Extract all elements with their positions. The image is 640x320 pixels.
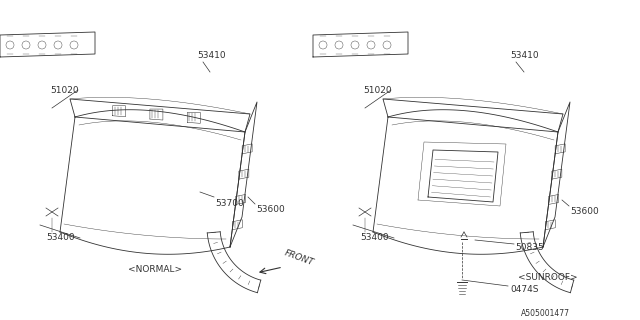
Text: 53400: 53400 [46, 234, 75, 243]
Text: 53600: 53600 [570, 207, 599, 217]
Text: 53400: 53400 [360, 234, 388, 243]
Text: 53410: 53410 [510, 51, 539, 60]
Text: A505001477: A505001477 [521, 308, 570, 317]
Text: 53410: 53410 [197, 51, 226, 60]
Text: 51020: 51020 [363, 85, 392, 94]
Text: <SUNROOF>: <SUNROOF> [518, 274, 578, 283]
Text: 53600: 53600 [256, 205, 285, 214]
Text: 51020: 51020 [50, 85, 79, 94]
Text: FRONT: FRONT [283, 248, 315, 267]
Text: 0474S: 0474S [510, 284, 538, 293]
Text: <NORMAL>: <NORMAL> [128, 266, 182, 275]
Text: 53700: 53700 [215, 198, 244, 207]
Text: 50835: 50835 [515, 243, 544, 252]
